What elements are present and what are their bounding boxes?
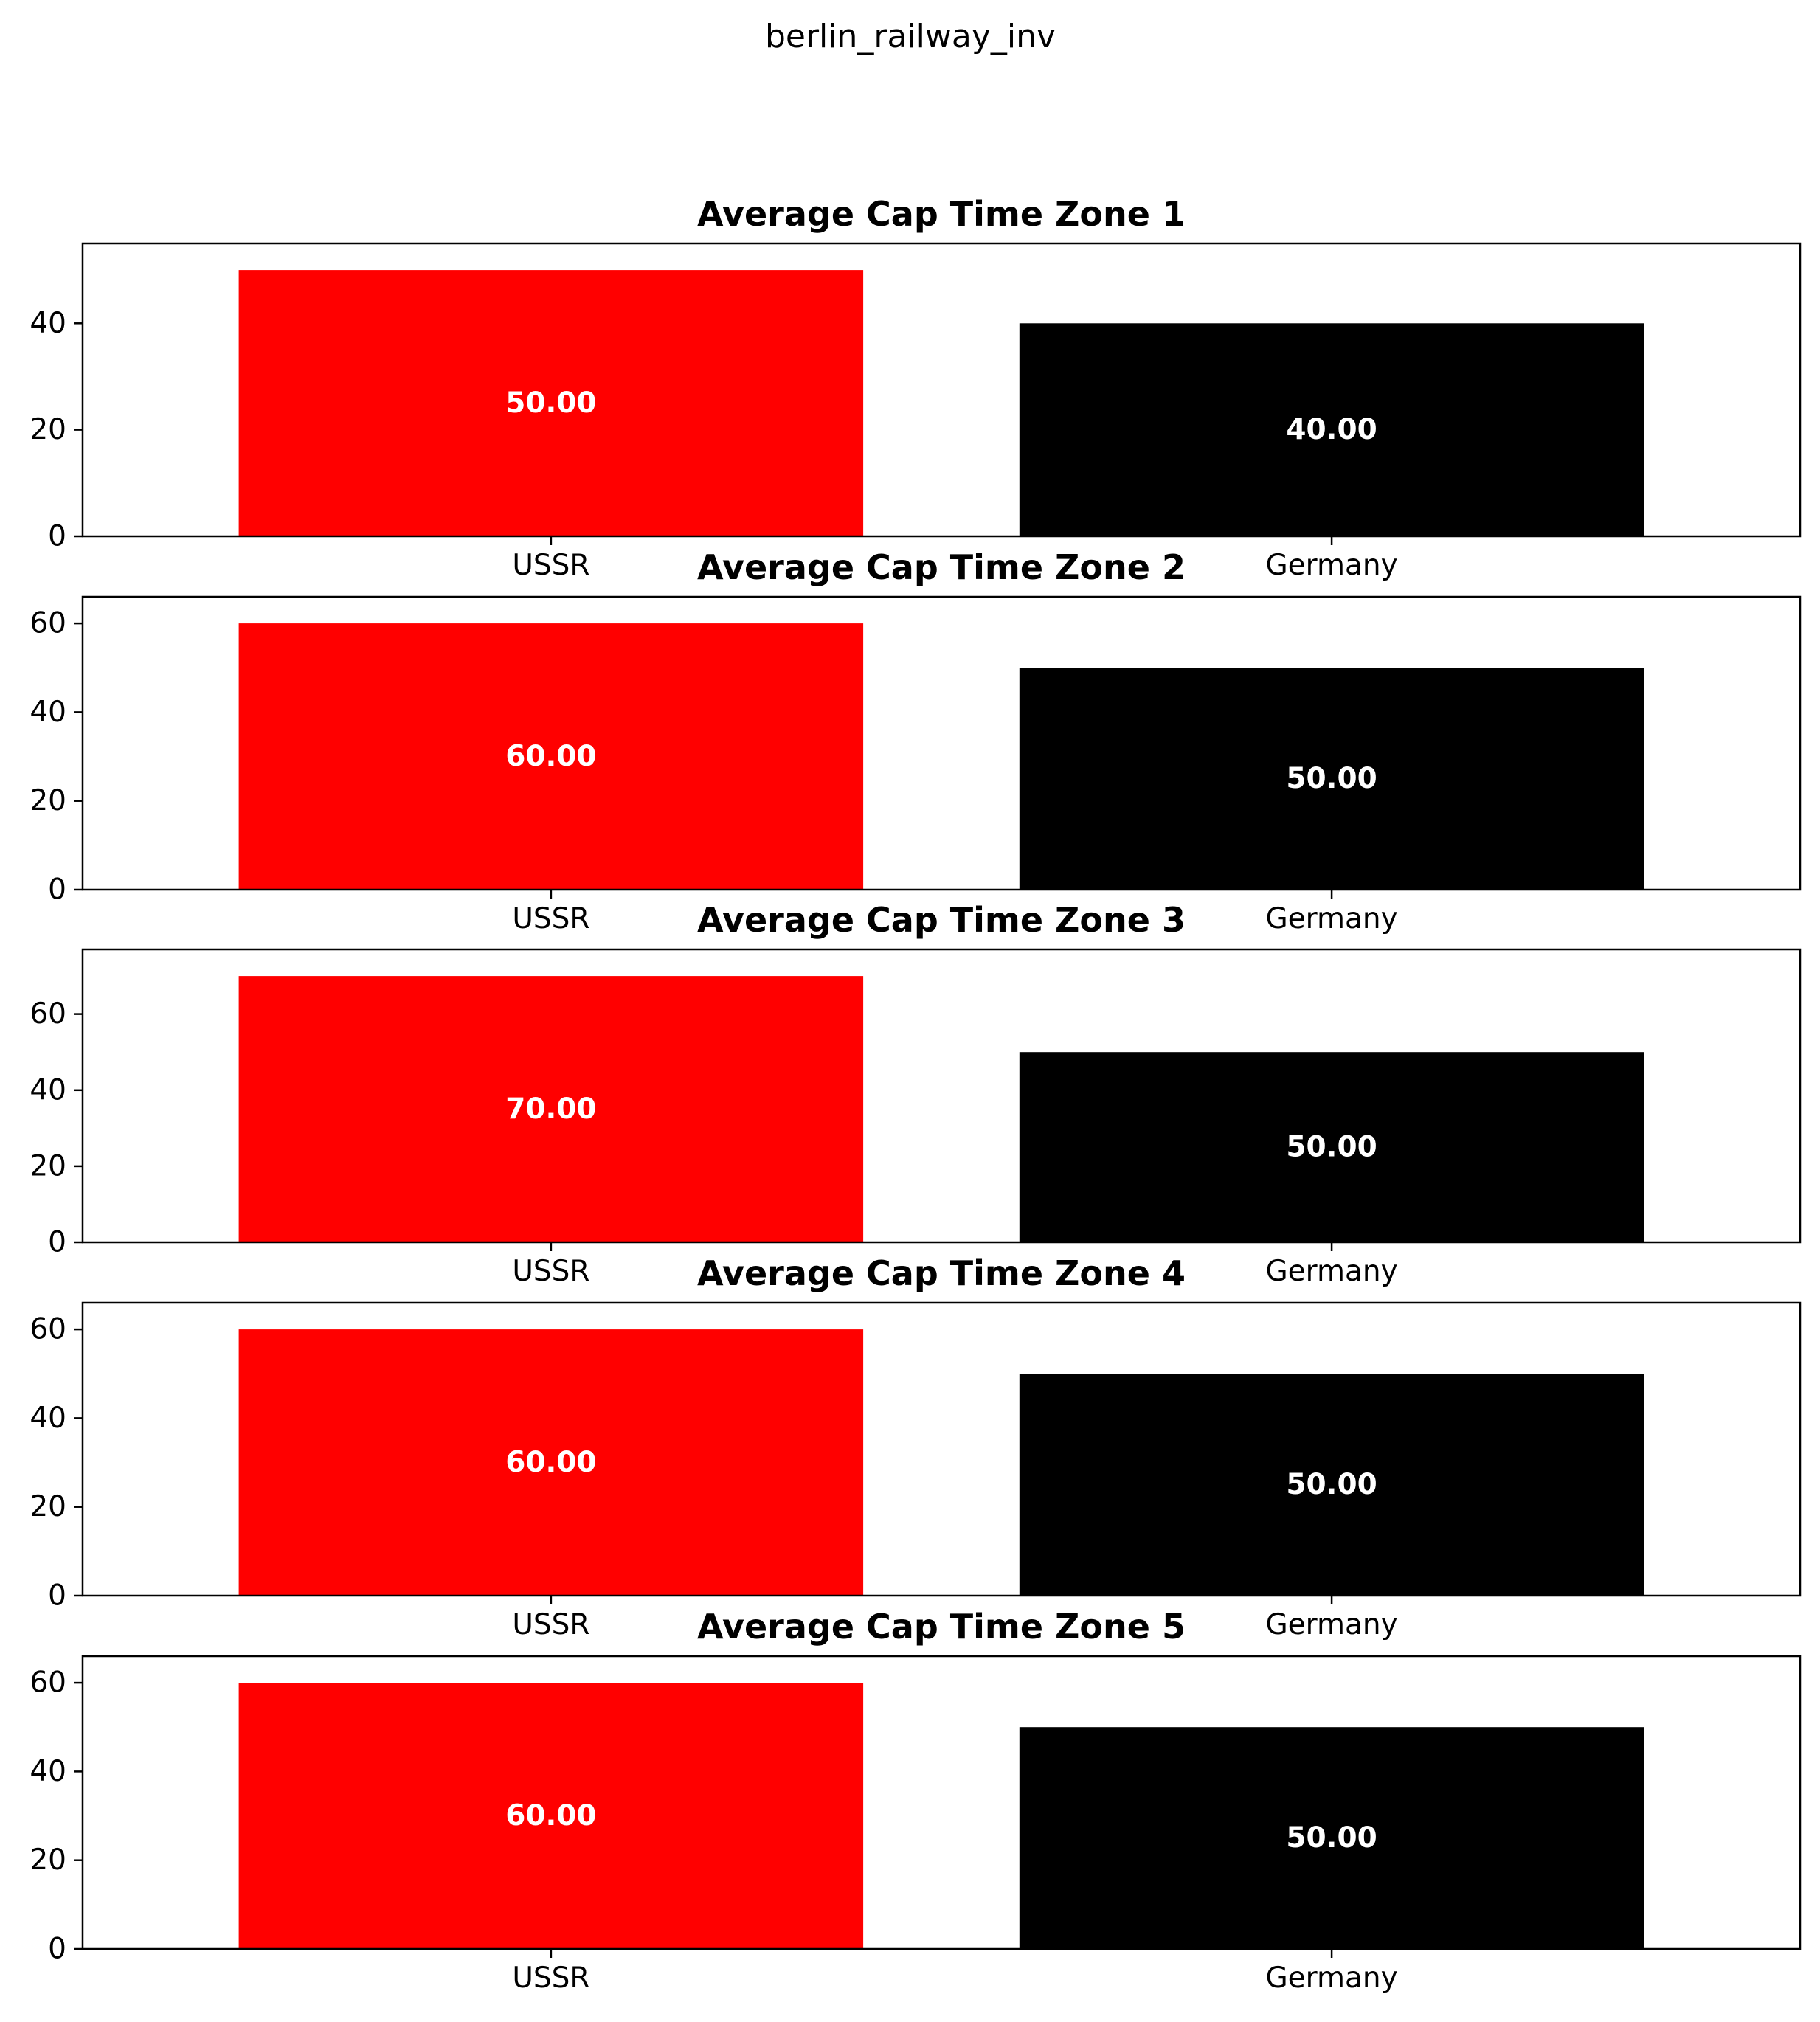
axes-frame — [81, 595, 1802, 891]
bar-value-label: 50.00 — [1286, 1131, 1377, 1164]
axes-frame — [81, 948, 1802, 1244]
bar-value-label: 60.00 — [505, 740, 596, 773]
bar-value-label: 50.00 — [1286, 1468, 1377, 1501]
bar-ussr — [238, 623, 864, 890]
axes-frame — [81, 242, 1802, 538]
x-tick-label: USSR — [512, 1608, 589, 1641]
y-tick-label: 60 — [30, 1313, 66, 1346]
y-tick-label: 20 — [30, 1843, 66, 1877]
axes-frame — [81, 1655, 1802, 1950]
subplot-zone-2: 60.00 USSR 50.00 Germany 0 20 40 60 Average Cap … — [30, 547, 1802, 935]
bar-germany — [1019, 1374, 1644, 1596]
y-tick-label: 0 — [48, 1579, 66, 1613]
bar-germany — [1019, 668, 1644, 890]
subplot-zone-5: 60.00 USSR 50.00 Germany 0 20 40 60 Average Cap … — [30, 1607, 1802, 1995]
subplot-title: Average Cap Time Zone 5 — [697, 1607, 1186, 1647]
bar-value-label: 50.00 — [505, 387, 596, 420]
subplot-panels: 50.00 USSR 40.00 Germany 0 20 40 Average Cap Ti… — [30, 194, 1802, 1995]
subplot-title: Average Cap Time Zone 1 — [697, 194, 1186, 234]
y-tick-label: 20 — [30, 784, 66, 817]
bar-ussr — [238, 976, 864, 1242]
y-tick-label: 60 — [30, 1666, 66, 1700]
bar-ussr — [238, 1329, 864, 1596]
subplot-title: Average Cap Time Zone 3 — [697, 900, 1186, 940]
y-tick-label: 0 — [48, 520, 66, 553]
y-tick-label: 20 — [30, 413, 66, 446]
y-tick-label: 60 — [30, 607, 66, 640]
bar-ussr — [238, 1683, 864, 1949]
subplot-zone-4: 60.00 USSR 50.00 Germany 0 20 40 60 Average Cap … — [30, 1253, 1802, 1641]
figure-suptitle: berlin_railway_inv — [765, 18, 1056, 55]
bar-value-label: 50.00 — [1286, 1821, 1377, 1855]
y-tick-label: 0 — [48, 1226, 66, 1259]
bar-value-label: 70.00 — [505, 1093, 596, 1126]
x-tick-label: USSR — [512, 1962, 589, 1995]
subplot-zone-1: 50.00 USSR 40.00 Germany 0 20 40 Average Cap Ti… — [30, 194, 1802, 582]
bar-germany — [1019, 323, 1644, 536]
bar-value-label: 50.00 — [1286, 762, 1377, 795]
subplot-zone-3: 70.00 USSR 50.00 Germany 0 20 40 60 Average Cap … — [30, 900, 1802, 1288]
bar-value-label: 40.00 — [1286, 413, 1377, 446]
y-tick-label: 0 — [48, 1933, 66, 1966]
y-tick-label: 40 — [30, 1755, 66, 1788]
y-tick-label: 20 — [30, 1149, 66, 1183]
y-tick-label: 60 — [30, 997, 66, 1031]
x-tick-label: Germany — [1265, 549, 1397, 582]
subplot-title: Average Cap Time Zone 4 — [697, 1253, 1186, 1293]
y-tick-label: 40 — [30, 696, 66, 729]
y-tick-label: 20 — [30, 1490, 66, 1523]
x-tick-label: Germany — [1265, 1608, 1397, 1641]
x-tick-label: USSR — [512, 549, 589, 582]
bar-germany — [1019, 1727, 1644, 1949]
axes-frame — [81, 1301, 1802, 1597]
bar-ussr — [238, 270, 864, 536]
bar-value-label: 60.00 — [505, 1799, 596, 1832]
x-tick-label: USSR — [512, 902, 589, 935]
bar-value-label: 60.00 — [505, 1446, 596, 1479]
x-tick-label: USSR — [512, 1255, 589, 1288]
bar-germany — [1019, 1052, 1644, 1242]
subplot-title: Average Cap Time Zone 2 — [697, 547, 1186, 587]
y-tick-label: 40 — [30, 1402, 66, 1435]
x-tick-label: Germany — [1265, 1962, 1397, 1995]
y-tick-label: 0 — [48, 873, 66, 907]
y-tick-label: 40 — [30, 307, 66, 340]
x-tick-label: Germany — [1265, 902, 1397, 935]
x-tick-label: Germany — [1265, 1255, 1397, 1288]
y-tick-label: 40 — [30, 1073, 66, 1107]
